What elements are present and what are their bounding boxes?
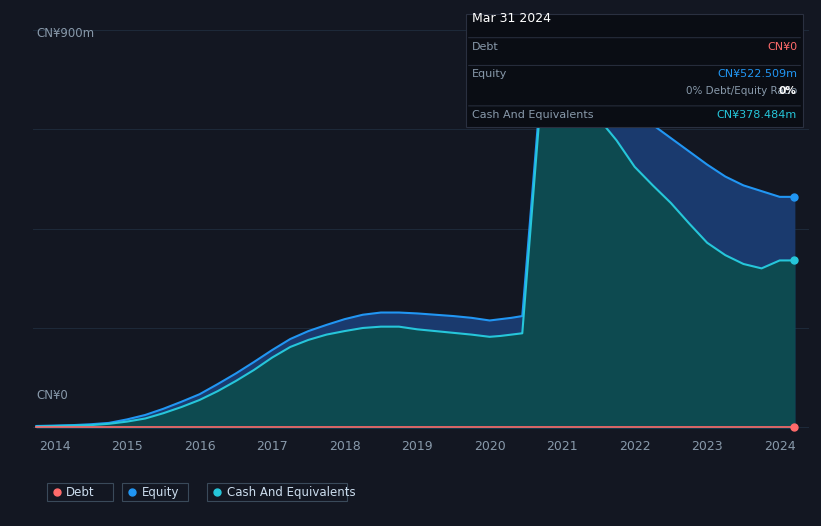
Text: Debt: Debt bbox=[472, 43, 498, 53]
Text: CN¥0: CN¥0 bbox=[767, 43, 797, 53]
Text: CN¥0: CN¥0 bbox=[37, 389, 68, 402]
Text: CN¥900m: CN¥900m bbox=[37, 27, 95, 40]
Text: Equity: Equity bbox=[472, 69, 507, 79]
Text: CN¥378.484m: CN¥378.484m bbox=[717, 110, 797, 120]
Text: CN¥522.509m: CN¥522.509m bbox=[717, 69, 797, 79]
Text: 0%: 0% bbox=[778, 86, 796, 96]
Text: Mar 31 2024: Mar 31 2024 bbox=[472, 12, 551, 25]
Text: Equity: Equity bbox=[141, 486, 179, 499]
Text: Cash And Equivalents: Cash And Equivalents bbox=[472, 110, 594, 120]
Text: 0% Debt/Equity Ratio: 0% Debt/Equity Ratio bbox=[686, 86, 797, 96]
FancyBboxPatch shape bbox=[466, 14, 803, 127]
Text: Debt: Debt bbox=[67, 486, 95, 499]
Text: Cash And Equivalents: Cash And Equivalents bbox=[227, 486, 355, 499]
